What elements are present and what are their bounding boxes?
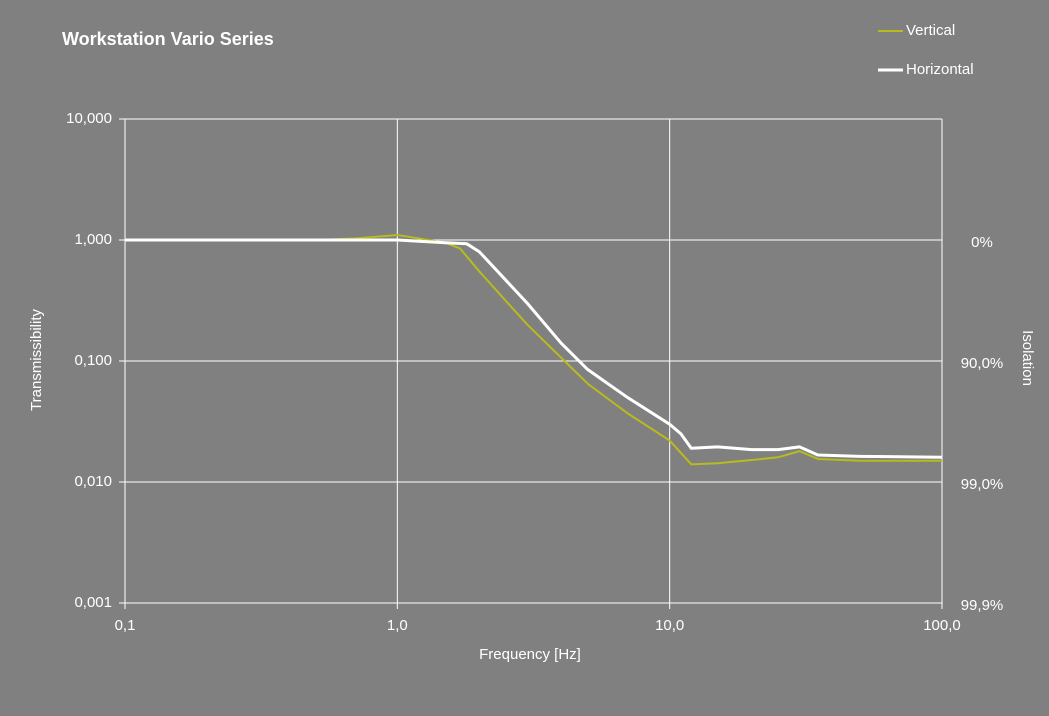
y-tick-label: 0,001 bbox=[74, 594, 112, 611]
series-line bbox=[125, 233, 942, 466]
chart-title: Workstation Vario Series bbox=[62, 29, 274, 49]
legend-label: Vertical bbox=[906, 22, 955, 39]
y-tick-label: 1,000 bbox=[74, 231, 112, 248]
series-line bbox=[125, 238, 943, 459]
legend-label: Horizontal bbox=[906, 61, 974, 78]
x-axis-label: Frequency [Hz] bbox=[479, 646, 581, 663]
x-tick-label: 100,0 bbox=[923, 617, 961, 634]
y2-tick-label: 0% bbox=[971, 234, 993, 251]
x-tick-label: 1,0 bbox=[387, 617, 408, 634]
x-tick-label: 10,0 bbox=[655, 617, 684, 634]
y2-axis-label: Isolation bbox=[1019, 330, 1036, 386]
x-tick-label: 0,1 bbox=[115, 617, 136, 634]
y-tick-label: 10,000 bbox=[66, 110, 112, 127]
y2-tick-label: 99,0% bbox=[961, 476, 1004, 493]
y-axis-label: Transmissibility bbox=[28, 309, 45, 411]
y2-tick-label: 99,9% bbox=[961, 597, 1004, 614]
y-tick-label: 0,100 bbox=[74, 352, 112, 369]
y2-tick-label: 90,0% bbox=[961, 355, 1004, 372]
y-tick-label: 0,010 bbox=[74, 473, 112, 490]
